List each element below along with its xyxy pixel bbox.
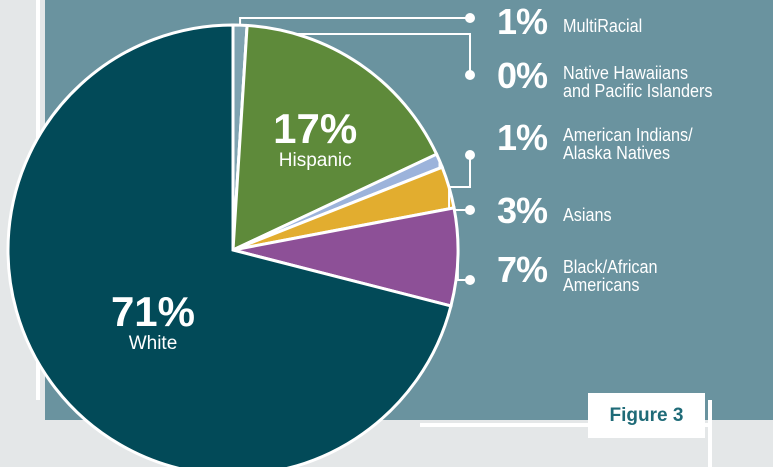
pie-slice [6,23,453,467]
slice-name-label: MultiRacial [563,16,643,36]
slice-value-label: 1% [497,1,548,42]
slice-name-label: Native Hawaiians and Pacific Islanders [563,63,713,101]
leader-dot [465,70,475,80]
leader-dot [465,150,475,160]
leader-dot [465,13,475,23]
pie-slice [231,23,439,253]
slice-value-label: 0% [497,55,548,96]
slice-value-label: 17% [273,105,358,153]
figure-label: Figure 3 [588,393,705,438]
slice-name-label: Hispanic [278,150,352,172]
slice-value-label: 1% [497,117,548,158]
leader-dot [465,275,475,285]
slice-value-label: 7% [497,249,548,290]
slice-name-label: Black/African Americans [563,257,658,295]
slice-value-label: 3% [497,190,548,231]
slice-value-label: 71% [110,288,196,336]
slice-name-label: Asians [563,205,612,225]
slice-name-label: White [128,333,178,355]
leader-line [239,17,470,26]
slice-name-label: American Indians/ Alaska Natives [563,125,693,163]
leader-dot [465,205,475,215]
